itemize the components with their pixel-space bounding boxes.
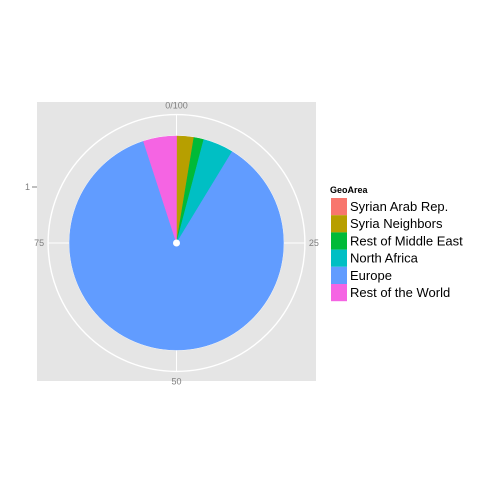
- legend-swatch: [331, 215, 347, 233]
- legend-swatch: [331, 249, 347, 267]
- legend-label: Europe: [350, 268, 392, 283]
- legend-swatch: [331, 232, 347, 250]
- legend-swatch: [331, 284, 347, 302]
- angle-tick-label: 75: [34, 238, 44, 248]
- legend: GeoArea Syrian Arab Rep. Syria Neighbors R…: [330, 185, 463, 302]
- angle-tick-label: 0/100: [165, 101, 188, 111]
- angle-tick-label: 50: [171, 376, 181, 386]
- pie-slice: [143, 135, 177, 244]
- legend-label: Syria Neighbors: [350, 216, 443, 231]
- legend-label: Syrian Arab Rep.: [350, 199, 448, 214]
- center-hole: [173, 239, 180, 247]
- y-tick-label: 1: [25, 182, 30, 192]
- legend-title: GeoArea: [330, 185, 369, 195]
- angle-tick-label: 25: [309, 238, 319, 248]
- legend-label: Rest of the World: [350, 285, 450, 300]
- legend-swatch: [331, 266, 347, 284]
- angle-ticks: 0/100 25 50 75: [34, 101, 319, 387]
- legend-swatch: [331, 198, 347, 216]
- legend-label: North Africa: [350, 251, 419, 266]
- legend-label: Rest of Middle East: [350, 233, 463, 248]
